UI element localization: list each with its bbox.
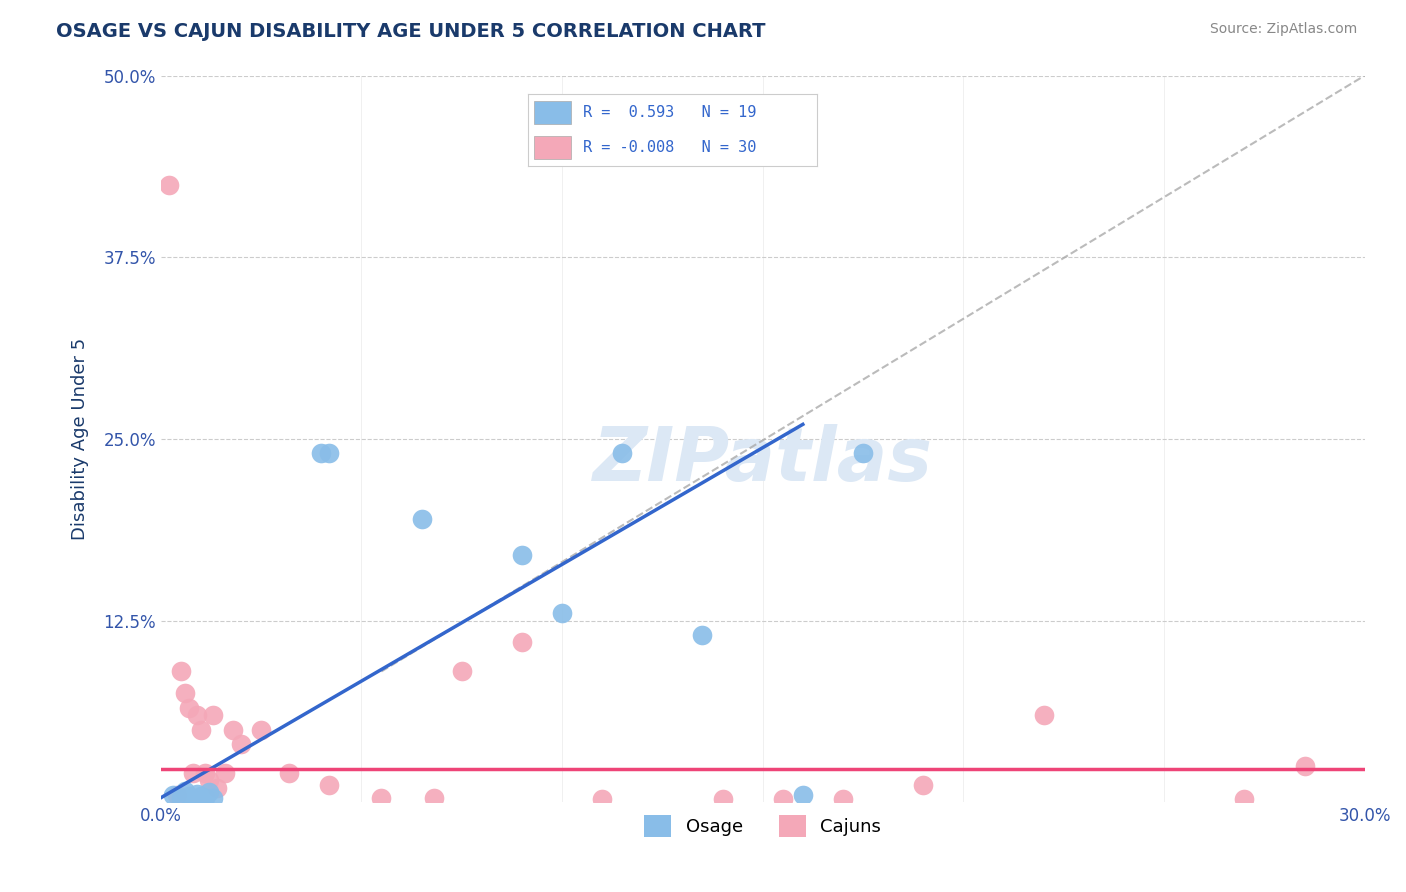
Point bbox=[318, 446, 340, 460]
Point bbox=[772, 792, 794, 806]
Point bbox=[177, 789, 200, 804]
Point bbox=[711, 792, 734, 806]
Point bbox=[173, 783, 195, 797]
Point bbox=[190, 789, 212, 804]
Y-axis label: Disability Age Under 5: Disability Age Under 5 bbox=[72, 338, 89, 540]
Point bbox=[157, 178, 180, 192]
Point bbox=[450, 665, 472, 679]
Point bbox=[190, 723, 212, 737]
Point bbox=[229, 737, 252, 751]
Text: ZIPatlas: ZIPatlas bbox=[593, 425, 932, 497]
Point bbox=[422, 791, 444, 805]
Point bbox=[181, 766, 204, 780]
Point bbox=[181, 792, 204, 806]
Point bbox=[222, 723, 245, 737]
Point bbox=[194, 791, 217, 805]
Point bbox=[612, 446, 634, 460]
Point bbox=[250, 723, 273, 737]
Point bbox=[832, 792, 855, 806]
Text: OSAGE VS CAJUN DISABILITY AGE UNDER 5 CORRELATION CHART: OSAGE VS CAJUN DISABILITY AGE UNDER 5 CO… bbox=[56, 22, 766, 41]
Point bbox=[792, 788, 814, 802]
Point bbox=[170, 791, 193, 805]
Point bbox=[510, 548, 533, 562]
Point bbox=[1032, 708, 1054, 723]
Point bbox=[912, 778, 935, 792]
Point bbox=[852, 446, 875, 460]
Point bbox=[162, 788, 184, 802]
Point bbox=[205, 780, 228, 795]
Point bbox=[591, 792, 613, 806]
Point bbox=[692, 628, 714, 642]
Point bbox=[201, 708, 224, 723]
Point bbox=[170, 665, 193, 679]
Point bbox=[186, 708, 208, 723]
Point bbox=[1294, 759, 1316, 773]
Point bbox=[318, 778, 340, 792]
Legend: Osage, Cajuns: Osage, Cajuns bbox=[637, 807, 889, 844]
Point bbox=[166, 788, 188, 802]
Point bbox=[214, 766, 236, 780]
Point bbox=[510, 635, 533, 649]
Point bbox=[551, 607, 574, 621]
Point bbox=[278, 766, 301, 780]
Point bbox=[173, 686, 195, 700]
Point bbox=[197, 785, 219, 799]
Point bbox=[370, 791, 392, 805]
Point bbox=[177, 700, 200, 714]
Point bbox=[309, 446, 332, 460]
Point bbox=[186, 787, 208, 801]
Point bbox=[201, 791, 224, 805]
Point bbox=[1233, 792, 1256, 806]
Text: Source: ZipAtlas.com: Source: ZipAtlas.com bbox=[1209, 22, 1357, 37]
Point bbox=[194, 766, 217, 780]
Point bbox=[411, 512, 433, 526]
Point bbox=[197, 773, 219, 788]
